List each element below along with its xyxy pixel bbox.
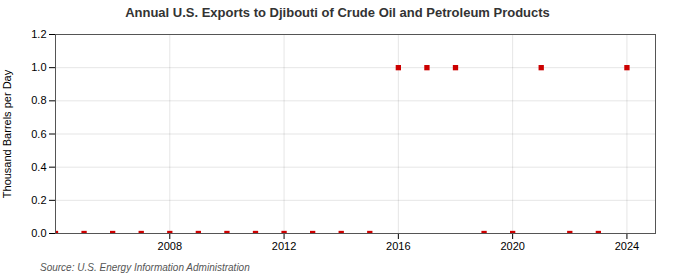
svg-text:2024: 2024	[615, 240, 639, 252]
svg-text:2020: 2020	[500, 240, 524, 252]
html-text:Annual U.S. Exports to Djibout: Annual U.S. Exports to Djibouti of Crude…	[125, 5, 550, 20]
svg-text:0.8: 0.8	[31, 94, 46, 106]
svg-text:0.0: 0.0	[31, 227, 46, 239]
svg-text:1.0: 1.0	[31, 61, 46, 73]
svg-text:0.2: 0.2	[31, 194, 46, 206]
svg-text:2008: 2008	[158, 240, 182, 252]
svg-text:0.4: 0.4	[31, 161, 46, 173]
svg-text:2016: 2016	[386, 240, 410, 252]
html-text:Source: U.S. Energy Informatio: Source: U.S. Energy Information Administ…	[40, 262, 250, 273]
svg-text:0.6: 0.6	[31, 128, 46, 140]
svg-text:2012: 2012	[272, 240, 296, 252]
svg-text:1.2: 1.2	[31, 28, 46, 40]
svg-text:Thousand Barrels per Day: Thousand Barrels per Day	[1, 69, 13, 198]
